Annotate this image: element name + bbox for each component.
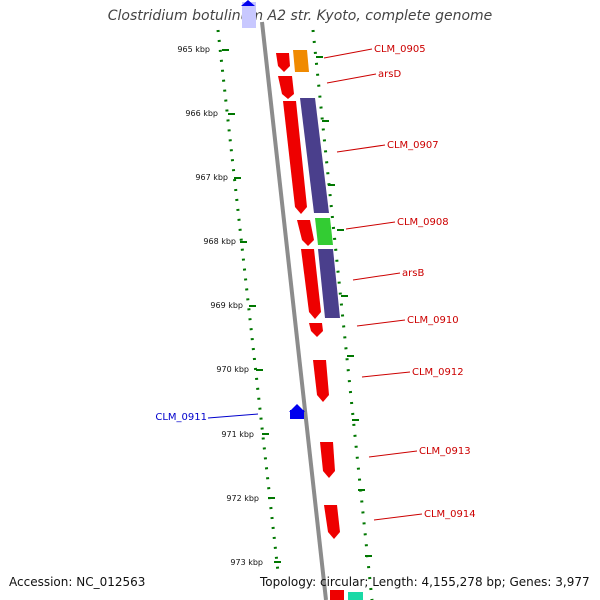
label-leader-line [336, 144, 386, 153]
kbp-label: 966 kbp [185, 109, 218, 118]
genome-title: Clostridium botulinum A2 str. Kyoto, com… [107, 8, 493, 24]
kbp-label: 970 kbp [216, 365, 249, 374]
label-leader-line [356, 319, 406, 327]
gene-label[interactable]: CLM_0910 [407, 315, 459, 326]
gene-arrow[interactable] [276, 53, 290, 72]
kbp-tick [316, 56, 323, 58]
orange-feature[interactable] [293, 50, 309, 72]
kbp-tick [240, 241, 247, 243]
kbp-tick [365, 555, 372, 557]
gene-label[interactable]: arsB [402, 268, 424, 279]
label-leader-line [345, 221, 396, 230]
kbp-tick [268, 497, 275, 499]
kbp-tick [262, 433, 269, 435]
kbp-tick [347, 355, 354, 357]
kbp-label: 973 kbp [230, 558, 263, 567]
gene-label[interactable]: arsD [378, 69, 401, 80]
gene-arrow[interactable] [283, 101, 307, 214]
gene-arrow[interactable] [313, 360, 329, 402]
kbp-tick [228, 113, 235, 115]
label-leader-line [352, 272, 401, 281]
kbp-tick [249, 305, 256, 307]
label-leader-line [323, 48, 373, 59]
kbp-tick [274, 561, 281, 563]
gene-arrow[interactable] [301, 249, 321, 319]
gene-label[interactable]: CLM_0912 [412, 367, 464, 378]
teal-feature[interactable] [348, 592, 363, 600]
label-leader-line [368, 450, 418, 458]
green-feature[interactable] [315, 218, 333, 245]
kbp-tick [322, 120, 329, 122]
kbp-tick [358, 489, 365, 491]
gene-arrow[interactable] [278, 76, 294, 99]
minus-gene-clm0911[interactable] [289, 404, 305, 419]
gene-arrow[interactable] [320, 442, 335, 478]
feature-blocks [293, 50, 363, 600]
kbp-label: 971 kbp [221, 430, 254, 439]
label-leader-line [207, 413, 259, 419]
kbp-tick [352, 419, 359, 421]
kbp-label: 965 kbp [177, 45, 210, 54]
accession-text: Accession: NC_012563 [9, 575, 146, 589]
kbp-label: 969 kbp [210, 301, 243, 310]
left-ruler [216, 29, 280, 573]
plus-strand-genes [276, 53, 344, 600]
kbp-tick [328, 184, 335, 186]
top-minus-gene-marker[interactable] [241, 0, 256, 28]
label-leader-line [361, 371, 411, 378]
gene-label[interactable]: CLM_0908 [397, 217, 449, 228]
gene-label[interactable]: CLM_0914 [424, 509, 476, 520]
gene-arrow[interactable] [330, 590, 344, 600]
gene-arrow[interactable] [324, 505, 340, 539]
right-ruler-ticks [316, 56, 372, 557]
kbp-label: 968 kbp [203, 237, 236, 246]
kbp-tick [222, 49, 229, 51]
kbp-label: 972 kbp [226, 494, 259, 503]
kbp-tick [341, 295, 348, 297]
kbp-tick [337, 229, 344, 231]
gene-label[interactable]: CLM_0905 [374, 44, 426, 55]
kbp-tick [234, 177, 241, 179]
gene-arrow[interactable] [309, 323, 323, 337]
left-ruler-ticks [222, 49, 281, 563]
genome-backbone [260, 21, 328, 600]
gene-label-minus[interactable]: CLM_0911 [155, 412, 207, 423]
label-leader-line [373, 513, 423, 521]
kbp-label: 967 kbp [195, 173, 228, 182]
label-leader-line [326, 73, 377, 84]
gene-label[interactable]: CLM_0907 [387, 140, 439, 151]
gene-arrow[interactable] [297, 220, 314, 246]
kbp-tick [256, 369, 263, 371]
gene-label[interactable]: CLM_0913 [419, 446, 471, 457]
purple-feature[interactable] [300, 98, 329, 213]
right-ruler [311, 29, 374, 600]
genome-stats-text: Topology: circular; Length: 4,155,278 bp… [260, 575, 590, 589]
purple-feature[interactable] [318, 249, 340, 318]
